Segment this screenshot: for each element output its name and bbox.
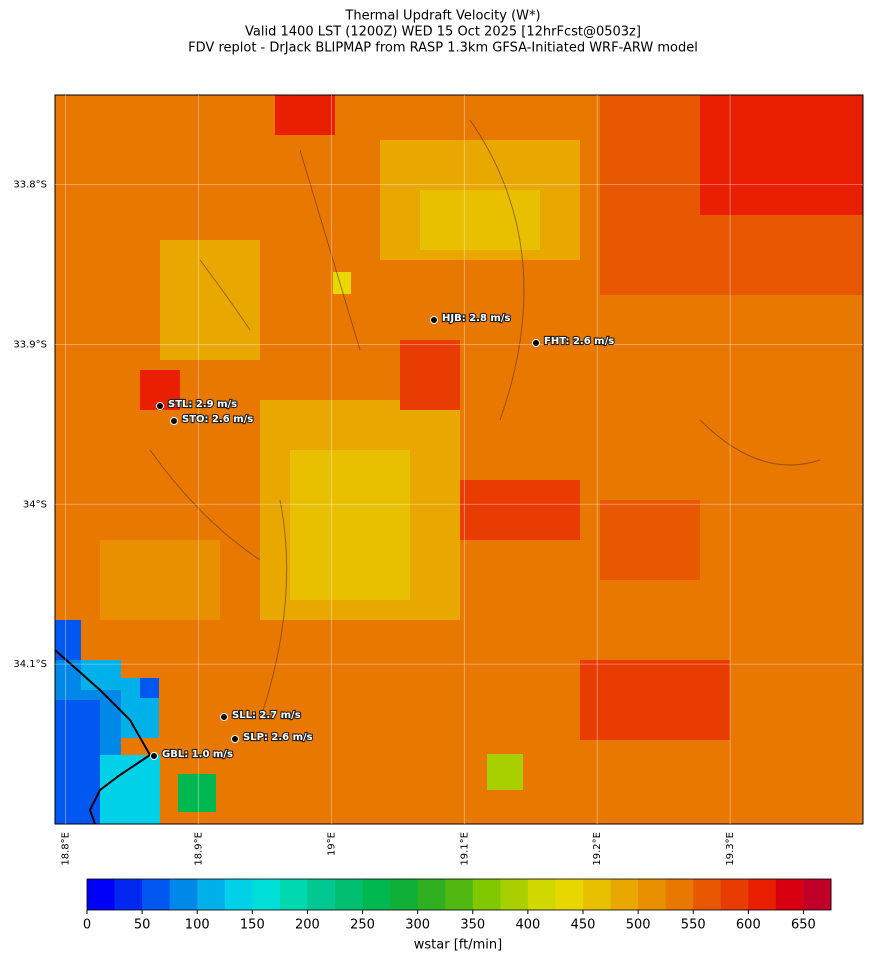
station-label: HJB: 2.8 m/s (442, 313, 510, 324)
colorbar-tick-label: 300 (405, 918, 430, 933)
map-field (55, 95, 863, 824)
colorbar-tick-label: 350 (460, 918, 485, 933)
colorbar-segment (665, 879, 694, 910)
lat-tick-label: 33.8°S (13, 180, 47, 191)
colorbar-tick-label: 500 (626, 918, 651, 933)
colorbar-segment (693, 879, 722, 910)
colorbar-frame (86, 878, 832, 911)
title-line: Thermal Updraft Velocity (W*) (344, 9, 540, 24)
colorbar-tick-label: 150 (240, 918, 265, 933)
colorbar-segment (803, 879, 832, 910)
lon-tick-label: 19.3°E (725, 832, 736, 866)
station-marker (231, 735, 239, 743)
map-frame (54, 94, 864, 825)
station-marker (220, 713, 228, 721)
colorbar-segment (142, 879, 171, 910)
colorbar-segment (197, 879, 226, 910)
station-label: SLP: 2.6 m/s (243, 732, 313, 743)
colorbar-segment (555, 879, 584, 910)
colorbar-segment (638, 879, 667, 910)
station-marker (170, 417, 178, 425)
colorbar-segment (472, 879, 501, 910)
station-label: FHT: 2.6 m/s (544, 336, 614, 347)
colorbar-segment (252, 879, 281, 910)
station-label: GBL: 1.0 m/s (162, 749, 233, 760)
station-label: STL: 2.9 m/s (168, 399, 237, 410)
colorbar-segment (775, 879, 804, 910)
colorbar-segment (87, 879, 116, 910)
colorbar-segment (279, 879, 308, 910)
lon-tick-label: 19°E (326, 832, 337, 856)
colorbar-segment (417, 879, 446, 910)
station-label: SLL: 2.7 m/s (232, 710, 301, 721)
colorbar-segment (362, 879, 391, 910)
title-line: FDV replot - DrJack BLIPMAP from RASP 1.… (188, 41, 698, 56)
colorbar-tick-label: 250 (350, 918, 375, 933)
colorbar-segment (720, 879, 749, 910)
lat-tick-label: 33.9°S (13, 339, 47, 350)
colorbar-segment (335, 879, 364, 910)
station-marker (532, 339, 540, 347)
colorbar-segment (583, 879, 612, 910)
station-label: STO: 2.6 m/s (182, 414, 253, 425)
colorbar-tick-label: 50 (134, 918, 151, 933)
title-line: Valid 1400 LST (1200Z) WED 15 Oct 2025 [… (245, 25, 641, 40)
colorbar-segment (610, 879, 639, 910)
colorbar-segment (527, 879, 556, 910)
colorbar-segment (390, 879, 419, 910)
lat-tick-label: 34.1°S (13, 659, 47, 670)
station-marker (156, 402, 164, 410)
lon-tick-label: 18.9°E (194, 832, 205, 866)
station-marker (150, 752, 158, 760)
station-marker (430, 316, 438, 324)
colorbar-segment (500, 879, 529, 910)
lon-tick-label: 18.8°E (61, 832, 72, 866)
colorbar-segment (224, 879, 253, 910)
colorbar-tick-label: 600 (736, 918, 761, 933)
colorbar-label: wstar [ft/min] (414, 938, 502, 953)
colorbar-tick-label: 650 (791, 918, 816, 933)
colorbar-tick-label: 200 (295, 918, 320, 933)
colorbar-segment (169, 879, 198, 910)
lon-tick-label: 19.1°E (459, 832, 470, 866)
colorbar-tick-label: 100 (185, 918, 210, 933)
colorbar-tick-label: 0 (83, 918, 91, 933)
lon-tick-label: 19.2°E (592, 832, 603, 866)
lat-tick-label: 34°S (23, 499, 47, 510)
colorbar-tick-label: 550 (681, 918, 706, 933)
colorbar-segment (307, 879, 336, 910)
colorbar-segment (748, 879, 777, 910)
colorbar-segment (445, 879, 474, 910)
colorbar-segment (114, 879, 143, 910)
colorbar-tick-label: 400 (515, 918, 540, 933)
colorbar-tick-label: 450 (571, 918, 596, 933)
